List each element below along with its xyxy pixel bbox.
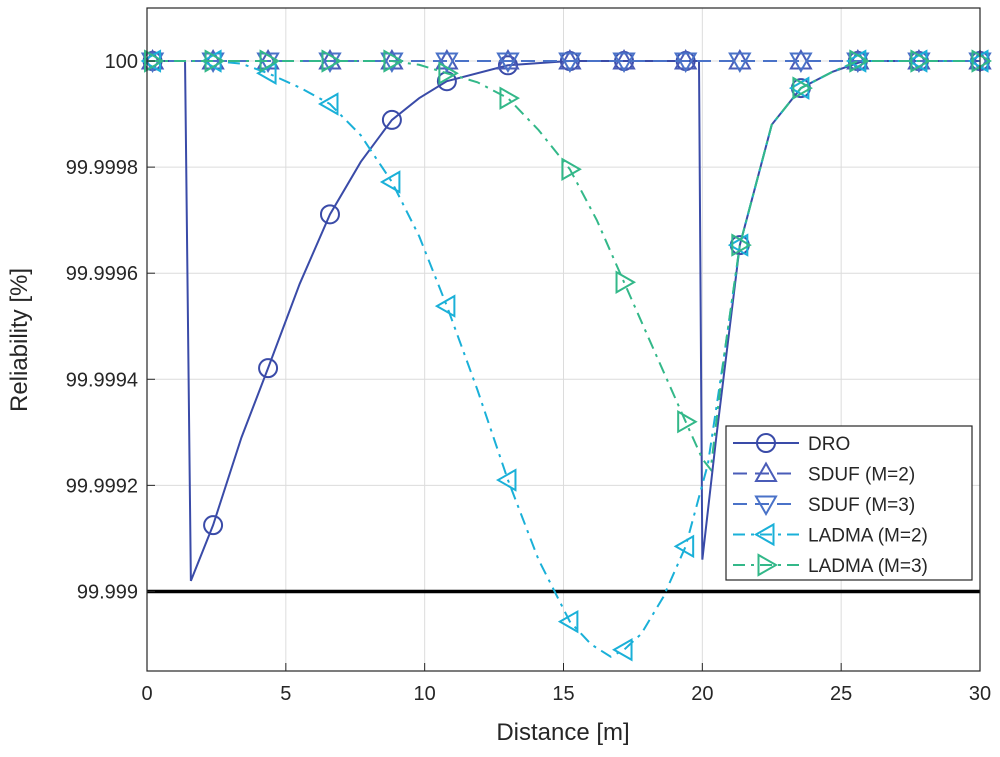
data-point xyxy=(728,49,752,70)
data-point xyxy=(727,233,749,257)
data-point xyxy=(789,52,813,74)
data-point xyxy=(907,52,931,74)
data-point xyxy=(203,515,224,536)
data-point xyxy=(971,49,993,73)
x-tick-label: 5 xyxy=(280,683,291,705)
legend-label: LADMA (M=3) xyxy=(808,556,928,577)
data-point xyxy=(910,49,931,73)
series-ladma-m-3- xyxy=(144,49,993,472)
data-point xyxy=(677,409,698,434)
data-point xyxy=(201,52,225,74)
data-point xyxy=(612,638,633,662)
data-point xyxy=(496,52,520,74)
y-tick-label: 99.9992 xyxy=(66,475,138,497)
data-point xyxy=(849,49,870,73)
data-point xyxy=(256,52,280,74)
x-tick-label: 0 xyxy=(141,683,152,705)
data-point xyxy=(792,76,813,100)
y-axis-label: Reliability [%] xyxy=(6,268,33,412)
y-tick-label: 99.9994 xyxy=(66,369,138,391)
data-point xyxy=(259,49,281,73)
data-point xyxy=(258,358,279,379)
data-point xyxy=(144,49,165,73)
legend: DRO SDUF (M=2) SDUF (M=3) LADMA (M=2) LADMA … xyxy=(725,425,973,581)
data-point xyxy=(558,52,582,74)
x-tick-label: 20 xyxy=(691,683,713,705)
data-point xyxy=(557,609,579,634)
data-point xyxy=(907,49,931,70)
x-tick-label: 25 xyxy=(830,683,852,705)
legend-label: LADMA (M=2) xyxy=(808,526,928,547)
legend-marker xyxy=(757,553,779,577)
x-tick-label: 10 xyxy=(414,683,436,705)
data-point xyxy=(318,49,342,70)
data-point xyxy=(731,233,752,257)
data-point xyxy=(496,49,520,70)
data-point xyxy=(967,49,989,73)
y-tick-label: 99.9996 xyxy=(66,263,138,285)
data-point xyxy=(204,49,226,73)
data-point xyxy=(495,468,517,492)
data-point xyxy=(434,294,456,318)
data-point xyxy=(381,109,402,130)
axis-ticks: 0 5 10 15 20 25 30 99.999 99.9992 99.9994 99.9996 9… xyxy=(66,51,991,705)
y-tick-label: 100 xyxy=(105,51,138,73)
data-point xyxy=(499,86,520,110)
data-point xyxy=(318,52,342,74)
data-point xyxy=(673,534,695,559)
data-point xyxy=(789,49,813,70)
data-point xyxy=(383,49,404,73)
data-point xyxy=(728,52,752,74)
data-point xyxy=(561,157,582,181)
data-point xyxy=(788,76,810,100)
data-point xyxy=(612,52,636,74)
data-point xyxy=(846,49,870,70)
data-point xyxy=(201,49,225,70)
data-point xyxy=(615,270,637,294)
legend-marker xyxy=(753,522,775,547)
data-point xyxy=(435,52,459,74)
legend-label: SDUF (M=3) xyxy=(808,495,915,516)
x-axis-label: Distance [m] xyxy=(496,719,629,746)
legend-marker xyxy=(754,461,778,482)
data-point xyxy=(673,49,698,70)
legend-label: SDUF (M=2) xyxy=(808,465,915,486)
data-point xyxy=(379,170,401,194)
y-tick-label: 99.9998 xyxy=(66,157,138,179)
series-group xyxy=(140,49,993,662)
data-point xyxy=(438,61,459,85)
data-point xyxy=(380,49,404,70)
x-tick-label: 30 xyxy=(969,683,991,705)
legend-marker xyxy=(754,495,778,517)
legend-marker xyxy=(756,433,776,453)
data-point xyxy=(612,49,636,70)
data-point xyxy=(317,92,339,116)
x-tick-label: 15 xyxy=(552,683,574,705)
data-point xyxy=(319,204,340,225)
data-point xyxy=(140,49,162,73)
y-tick-label: 99.999 xyxy=(77,581,138,603)
data-point xyxy=(321,49,342,73)
data-point xyxy=(673,52,698,74)
legend-label: DRO xyxy=(808,434,850,455)
data-point xyxy=(558,49,582,70)
